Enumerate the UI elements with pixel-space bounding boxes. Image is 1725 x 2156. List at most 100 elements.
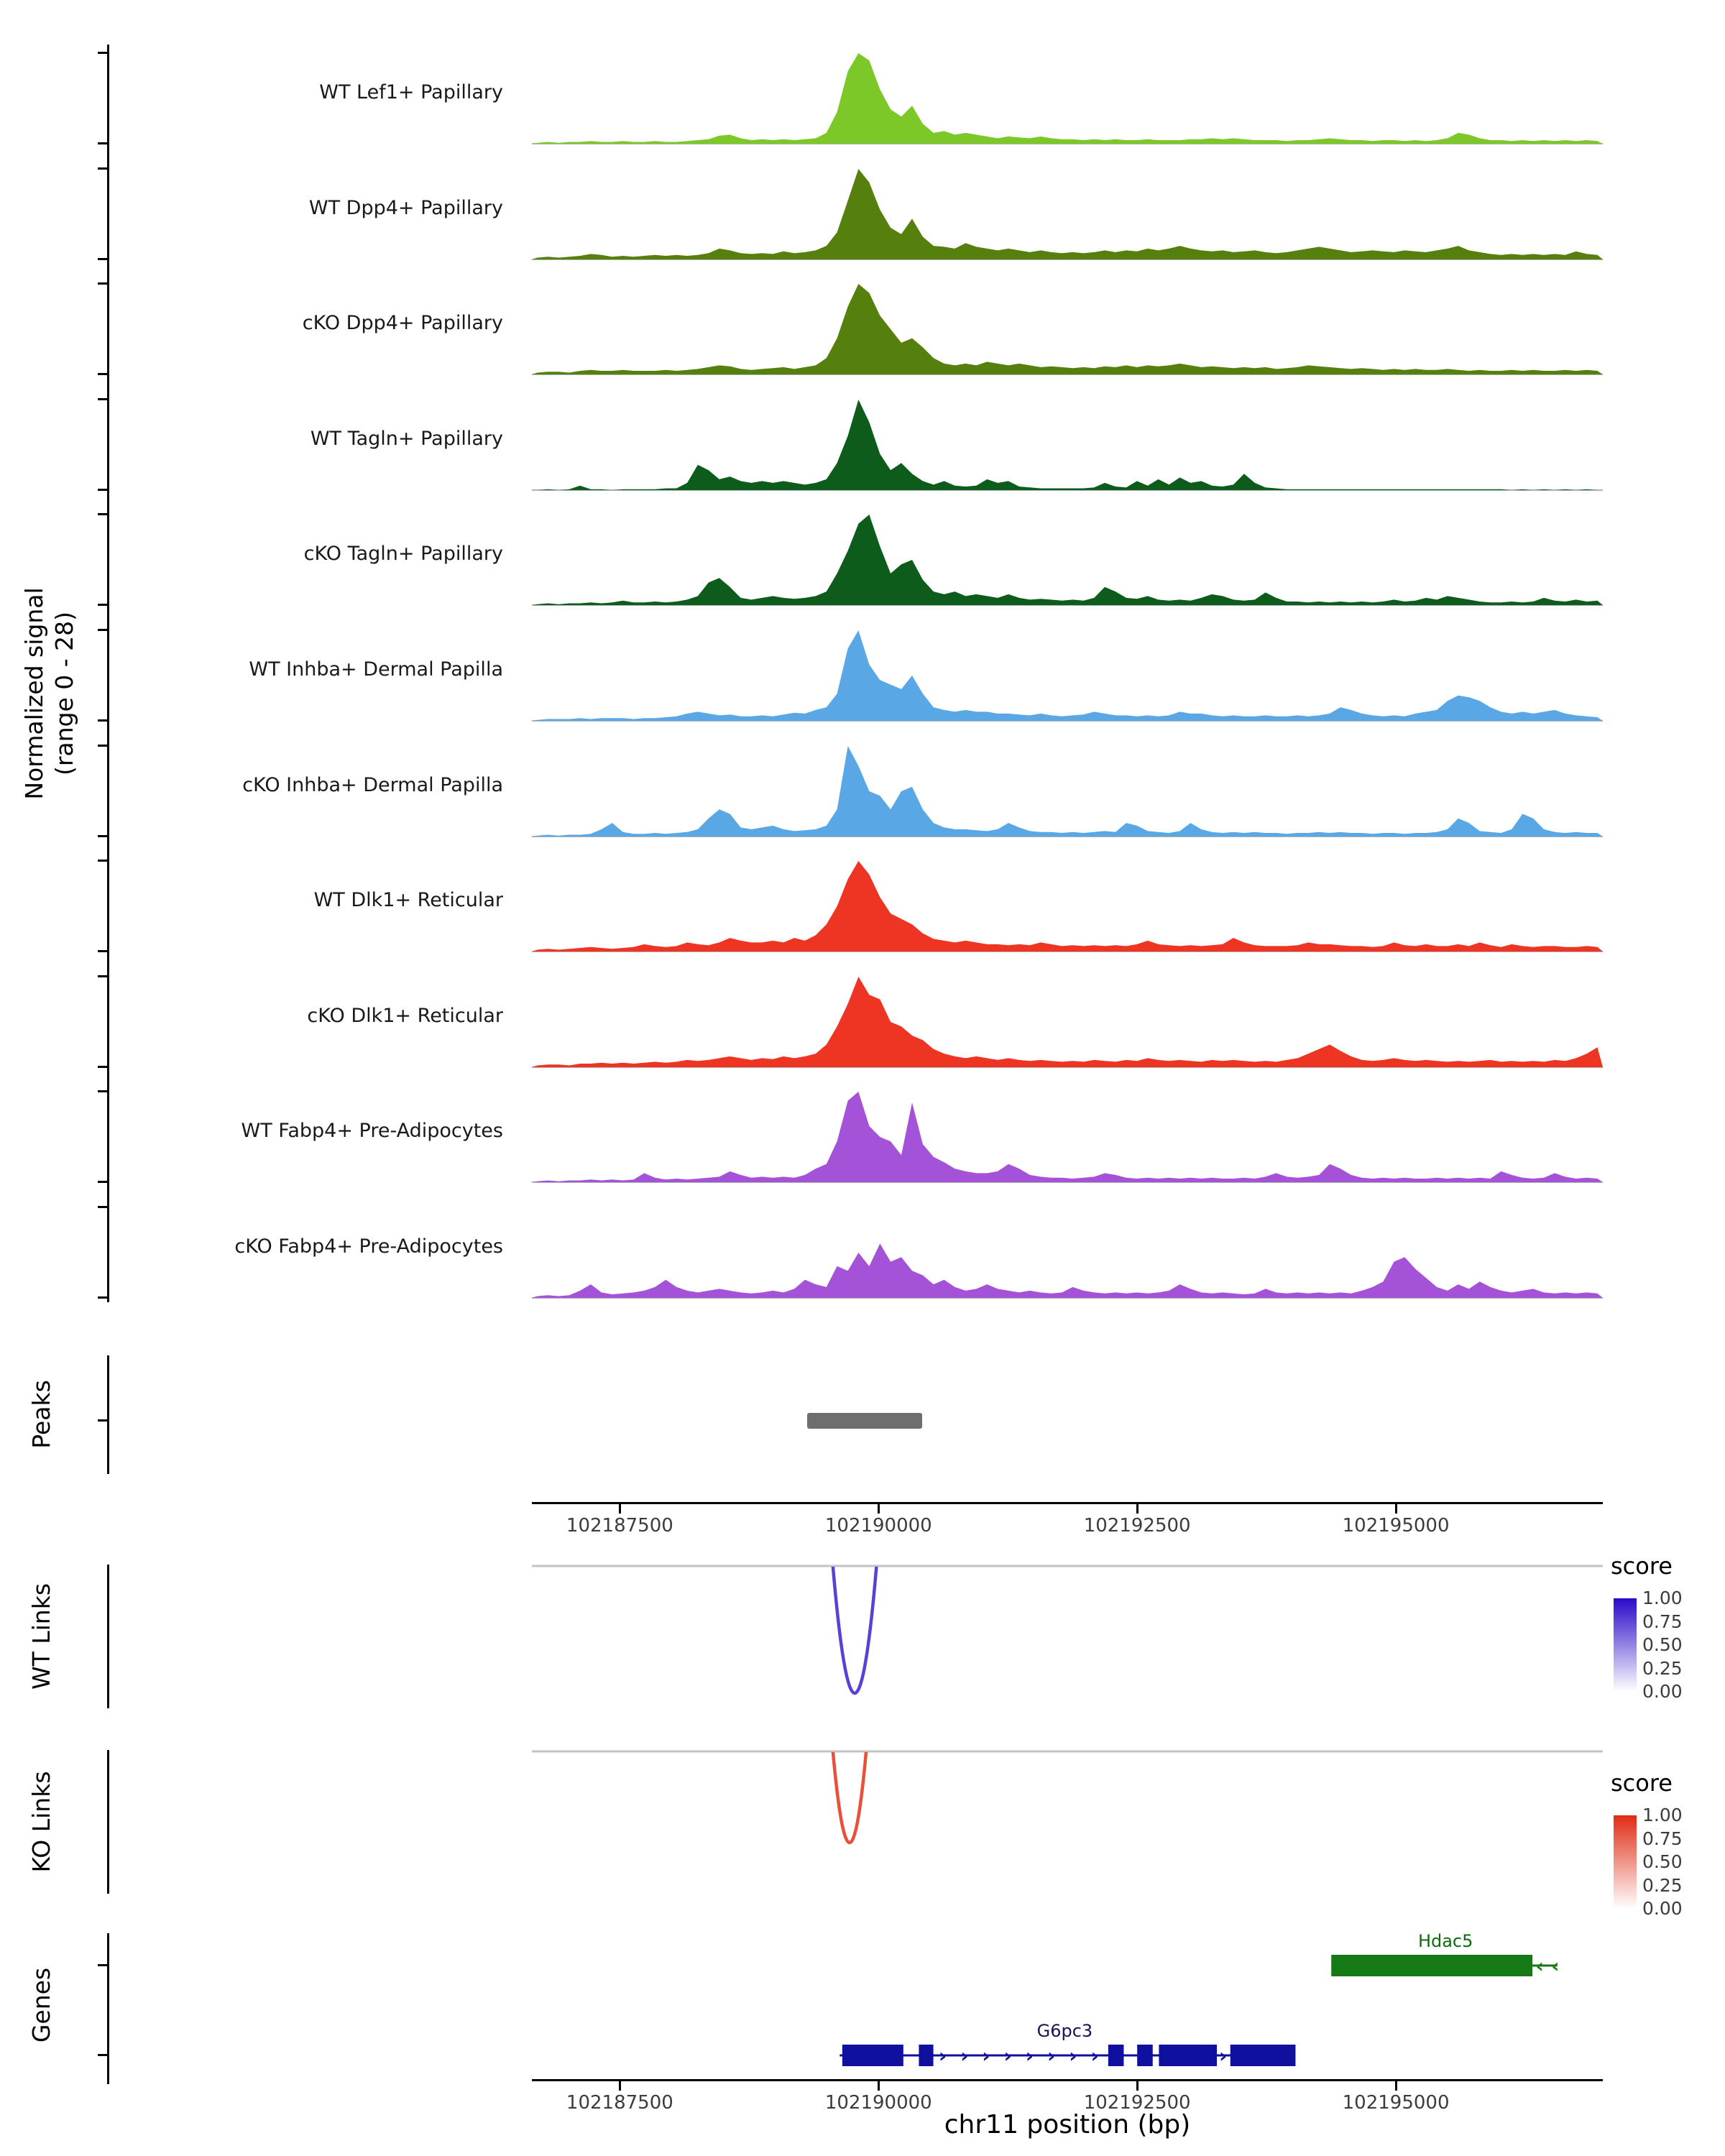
strand-arrow-G6pc3-0: › — [939, 2045, 947, 2068]
legend-tick-label: 0.50 — [1642, 1851, 1683, 1872]
strand-arrow-Hdac5-1: ‹ — [1551, 1955, 1559, 1978]
gene-exon-G6pc3-5 — [1230, 2045, 1296, 2066]
ko-links-panel-title: KO Links — [27, 1771, 55, 1873]
peak-region-0 — [806, 1413, 922, 1429]
signal-y-axis-tick — [98, 1065, 107, 1068]
strand-arrow-G6pc3-7: › — [1091, 2045, 1099, 2068]
signal-y-axis-tick — [98, 52, 107, 54]
x-axis-tick-label: 102187500 — [566, 2092, 673, 2114]
coverage-track-5 — [532, 630, 1603, 722]
legend-tick-label: 0.25 — [1642, 1875, 1683, 1896]
gene-exon-Hdac5-0 — [1331, 1955, 1533, 1976]
ko-link-arc-0 — [831, 1751, 868, 1844]
panel-axis-signal — [107, 45, 109, 1302]
wt-links-panel-title: WT Links — [27, 1583, 55, 1690]
panel-axis-tick — [98, 1419, 107, 1422]
panel-axis-peaks — [107, 1355, 109, 1474]
legend-tick-label: 0.50 — [1642, 1634, 1683, 1655]
track-label-2: cKO Dpp4+ Papillary — [302, 312, 503, 335]
gene-label-G6pc3: G6pc3 — [1037, 2021, 1093, 2041]
legend-title-wt: score — [1611, 1552, 1673, 1580]
peaks-panel-title: Peaks — [27, 1380, 55, 1449]
signal-axis-title: Normalized signal (range 0 - 28) — [19, 442, 84, 945]
signal-y-axis-tick — [98, 513, 107, 516]
coverage-signal-area — [532, 976, 1603, 1067]
panel-axis-genes — [107, 1933, 109, 2084]
x-axis-tick-label: 102190000 — [824, 1515, 932, 1537]
coverage-track-10 — [532, 1243, 1603, 1299]
track-label-1: WT Dpp4+ Papillary — [308, 196, 503, 219]
coverage-signal-area — [532, 630, 1603, 721]
coverage-track-1 — [532, 168, 1603, 260]
signal-y-axis-tick — [98, 167, 107, 170]
x-axis-tick — [1395, 2081, 1398, 2091]
legend-gradient-bar-wt — [1614, 1598, 1637, 1692]
coverage-signal-area — [532, 745, 1603, 837]
score-legend-wt: score 1.00 0.75 0.50 0.25 0.00 — [1608, 1552, 1725, 1710]
coverage-signal-area — [532, 1243, 1603, 1298]
strand-arrow-G6pc3-6: › — [1069, 2045, 1077, 2068]
track-label-4: cKO Tagln+ Papillary — [303, 543, 503, 566]
strand-arrow-G6pc3-4: › — [1026, 2045, 1034, 2068]
legend-tick-label: 1.00 — [1642, 1805, 1683, 1825]
signal-y-axis-tick — [98, 282, 107, 285]
signal-y-axis-tick — [98, 629, 107, 631]
signal-y-axis-tick — [98, 373, 107, 376]
x-axis-tick — [1395, 1504, 1398, 1514]
signal-y-axis-tick — [98, 604, 107, 607]
genes-panel-title: Genes — [27, 1967, 55, 2043]
score-legend-ko: score 1.00 0.75 0.50 0.25 0.00 — [1608, 1769, 1725, 1927]
signal-y-axis-tick — [98, 860, 107, 862]
signal-y-axis-tick — [98, 1206, 107, 1208]
coverage-track-4 — [532, 515, 1603, 607]
strand-arrow-Hdac5-0: ‹ — [1536, 1955, 1544, 1978]
gene-exon-G6pc3-0 — [842, 2045, 903, 2066]
x-axis-tick — [619, 1504, 622, 1514]
signal-axis-title-line1: Normalized signal — [20, 587, 48, 800]
signal-y-axis-tick — [98, 397, 107, 400]
x-axis-tick-label: 102195000 — [1342, 1515, 1450, 1537]
coverage-signal-area — [532, 1092, 1603, 1183]
signal-axis-title-line2: (range 0 - 28) — [50, 611, 78, 776]
coverage-signal-area — [532, 399, 1603, 490]
strand-arrow-G6pc3-8: › — [1219, 2045, 1227, 2068]
track-label-3: WT Tagln+ Papillary — [310, 427, 503, 450]
strand-arrow-G6pc3-3: › — [1004, 2045, 1012, 2068]
legend-tick-label: 0.00 — [1642, 1681, 1683, 1702]
coverage-track-0 — [532, 53, 1603, 144]
x-axis-tick-label: 102192500 — [1083, 1515, 1191, 1537]
coverage-signal-area — [532, 168, 1603, 259]
signal-y-axis-tick — [98, 1181, 107, 1184]
genes-plot: ‹ ‹Hdac5› › › › › › › › ›G6pc3 — [840, 1931, 1559, 2068]
panel-axis-tick — [98, 2054, 107, 2056]
x-axis-line-mid — [532, 1502, 1603, 1504]
coverage-track-3 — [532, 399, 1603, 491]
legend-tick-label: 1.00 — [1642, 1588, 1683, 1608]
x-axis-tick — [1136, 1504, 1139, 1514]
track-label-6: cKO Inhba+ Dermal Papilla — [242, 773, 503, 796]
x-axis-tick-label: 102195000 — [1342, 2092, 1450, 2114]
gene-exon-G6pc3-2 — [1108, 2045, 1124, 2066]
signal-y-axis-tick — [98, 142, 107, 144]
legend-gradient-bar-ko — [1614, 1815, 1637, 1909]
gene-label-Hdac5: Hdac5 — [1418, 1931, 1473, 1951]
coverage-signal-area — [532, 53, 1603, 144]
coverage-track-7 — [532, 861, 1603, 952]
signal-y-axis-tick — [98, 719, 107, 722]
coverage-track-8 — [532, 976, 1603, 1068]
x-axis-tick — [878, 2081, 880, 2091]
signal-y-axis-tick — [98, 1296, 107, 1299]
coverage-track-6 — [532, 745, 1603, 837]
legend-tick-label: 0.75 — [1642, 1828, 1683, 1849]
x-axis-tick-label: 102187500 — [566, 1515, 673, 1537]
x-axis-tick-label: 102190000 — [824, 2092, 932, 2114]
x-axis-tick — [1136, 2081, 1139, 2091]
panel-axis-tick — [98, 1964, 107, 1966]
gene-exon-G6pc3-3 — [1137, 2045, 1153, 2066]
legend-tick-label: 0.25 — [1642, 1658, 1683, 1679]
track-label-8: cKO Dlk1+ Reticular — [307, 1004, 503, 1027]
strand-arrow-G6pc3-2: › — [982, 2045, 990, 2068]
panel-axis-ko-links — [107, 1750, 109, 1894]
track-label-7: WT Dlk1+ Reticular — [313, 889, 503, 912]
